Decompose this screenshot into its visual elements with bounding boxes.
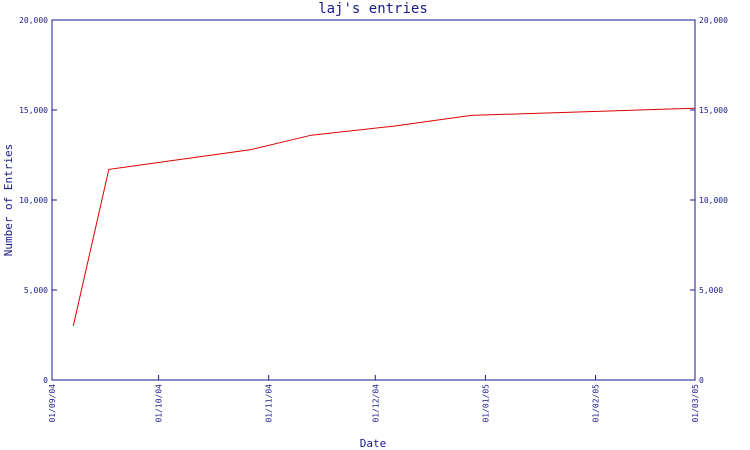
y-axis-right: 0 5,000 10,000 15,000 20,000 [690, 16, 728, 385]
y-tick-label-left: 15,000 [19, 106, 48, 115]
y-tick-label-right: 0 [699, 376, 704, 385]
x-tick-label: 01/09/04 [48, 384, 57, 423]
y-tick-label-left: 20,000 [19, 16, 48, 25]
series-layer [72, 107, 696, 327]
series-line [72, 107, 696, 327]
x-tick-label: 01/01/05 [481, 384, 490, 423]
y-tick-label-left: 10,000 [19, 196, 48, 205]
x-axis-label: Date [360, 437, 387, 450]
x-axis: 01/09/04 01/10/04 01/11/04 01/12/04 01/01/05… [48, 375, 700, 423]
y-tick-label-right: 5,000 [699, 286, 723, 295]
x-tick-label: 01/02/05 [592, 384, 601, 423]
y-tick-label-right: 20,000 [699, 16, 728, 25]
y-tick-label-left: 5,000 [24, 286, 48, 295]
plot-frame [51, 19, 696, 381]
chart-title: laj's entries [318, 1, 428, 17]
x-tick-label: 01/12/04 [371, 384, 380, 423]
y-axis-label: Number of Entries [2, 144, 15, 257]
x-tick-label: 01/10/04 [155, 384, 164, 423]
x-tick-label: 01/11/04 [265, 384, 274, 423]
x-tick-label: 01/03/05 [691, 384, 700, 423]
y-tick-label-right: 15,000 [699, 106, 728, 115]
y-axis-left: 0 5,000 10,000 15,000 20,000 [19, 16, 57, 385]
y-tick-label-right: 10,000 [699, 196, 728, 205]
y-tick-label-left: 0 [43, 376, 48, 385]
